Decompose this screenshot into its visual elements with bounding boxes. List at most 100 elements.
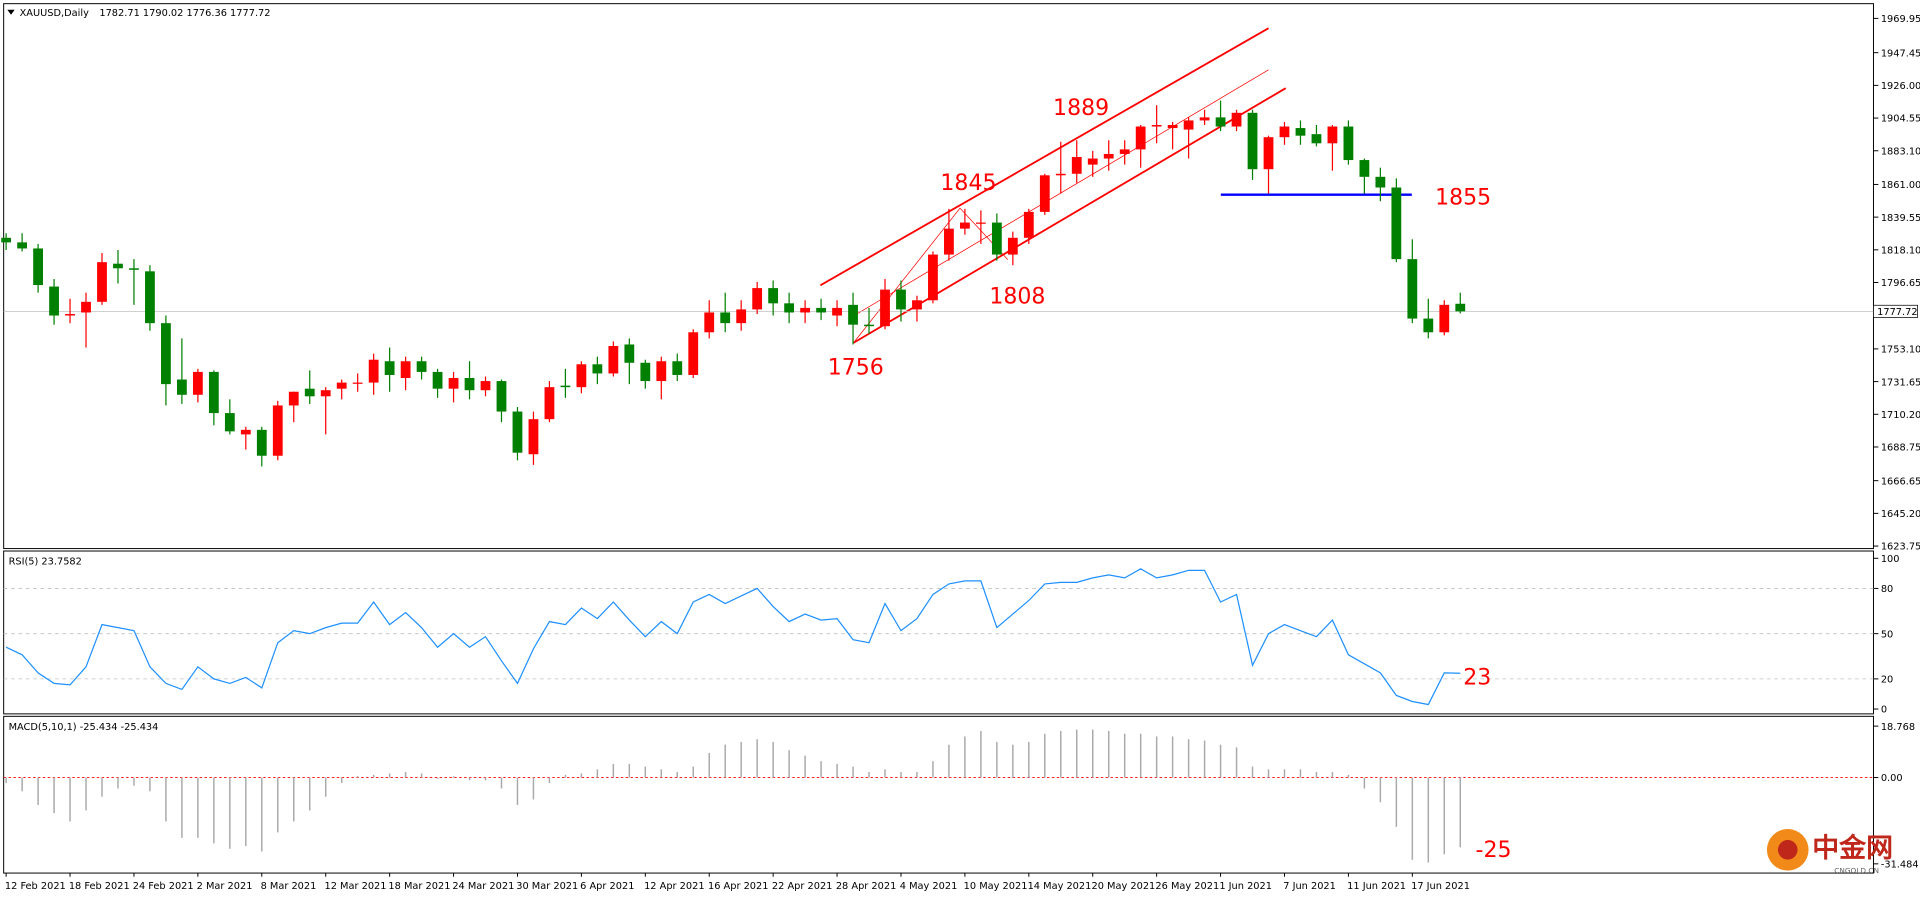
candle-body bbox=[208, 371, 219, 414]
macd-panel bbox=[3, 715, 1874, 874]
x-tick-label: 22 Apr 2021 bbox=[772, 881, 832, 892]
price-box bbox=[1873, 304, 1918, 318]
candle-body bbox=[1087, 158, 1098, 165]
candle-body bbox=[1135, 126, 1146, 150]
candle-body bbox=[1279, 126, 1290, 138]
candle-body bbox=[624, 344, 635, 363]
candle-body bbox=[1439, 304, 1450, 333]
menu-arrow bbox=[7, 9, 15, 15]
candle-body bbox=[608, 346, 619, 374]
y-tick-label: 1796.65 bbox=[1881, 278, 1920, 289]
candle-body bbox=[784, 303, 795, 313]
y-tick-label: 0 bbox=[1881, 705, 1887, 716]
open: 1782.71 bbox=[99, 8, 139, 19]
annotation: 1855 bbox=[1435, 185, 1491, 210]
rsi-panel bbox=[3, 550, 1874, 715]
y-tick-label: -31.484 bbox=[1881, 860, 1919, 871]
candle-body bbox=[768, 288, 779, 304]
candle-body bbox=[1007, 237, 1018, 255]
candle-body bbox=[161, 323, 171, 385]
candle-body bbox=[480, 381, 491, 391]
x-tick-label: 8 Mar 2021 bbox=[261, 881, 317, 892]
x-tick-label: 12 Feb 2021 bbox=[5, 881, 66, 892]
candle-body bbox=[416, 361, 427, 372]
logo-core bbox=[1777, 840, 1798, 860]
candle-body bbox=[560, 385, 571, 388]
candle-body bbox=[592, 364, 603, 374]
annotation: 1808 bbox=[989, 285, 1045, 310]
y-tick-label: 1688.75 bbox=[1881, 443, 1920, 454]
x-tick-label: 11 Jun 2021 bbox=[1347, 881, 1406, 892]
candle-body bbox=[224, 413, 235, 432]
candle-body bbox=[129, 268, 139, 270]
candle-body bbox=[65, 313, 75, 316]
annotation: 23 bbox=[1463, 665, 1491, 690]
candle-body bbox=[145, 271, 155, 324]
candle-body bbox=[656, 361, 667, 382]
macd-title: MACD(5,10,1) -25.434 -25.434 bbox=[9, 722, 159, 733]
rsi-title: RSI(5) 23.7582 bbox=[9, 556, 82, 567]
candle-body bbox=[1039, 175, 1050, 212]
candle-body bbox=[1151, 125, 1162, 127]
candle-body bbox=[688, 332, 699, 375]
candle-body bbox=[864, 324, 874, 327]
candle-body bbox=[704, 312, 715, 333]
candle-body bbox=[720, 312, 731, 324]
candle-body bbox=[528, 419, 539, 455]
y-tick-label: 0.00 bbox=[1881, 773, 1903, 784]
x-tick-label: 24 Mar 2021 bbox=[452, 881, 514, 892]
candle-body bbox=[960, 222, 970, 229]
candle-body bbox=[800, 307, 810, 313]
y-tick-label: 1969.95 bbox=[1881, 14, 1920, 25]
x-tick-label: 30 Mar 2021 bbox=[516, 881, 578, 892]
x-tick-label: 4 May 2021 bbox=[900, 881, 958, 892]
x-tick-label: 18 Feb 2021 bbox=[69, 881, 130, 892]
low: 1776.36 bbox=[186, 8, 226, 19]
candle-body bbox=[1055, 173, 1066, 176]
candle-body bbox=[368, 359, 379, 383]
candle-body bbox=[113, 263, 123, 269]
logo-site: CNGOLD.CN bbox=[1834, 866, 1879, 875]
candle-body bbox=[33, 248, 43, 286]
price-box-label: 1777.72 bbox=[1877, 307, 1917, 318]
candle-body bbox=[1375, 176, 1386, 188]
candle-body bbox=[49, 286, 59, 316]
candle-body bbox=[752, 288, 763, 310]
candle-body bbox=[672, 361, 683, 375]
annotation: 1756 bbox=[828, 356, 884, 381]
candle-body bbox=[1, 237, 12, 243]
candle-body bbox=[304, 388, 315, 397]
rsi-line bbox=[5, 568, 1461, 706]
annotation: 1889 bbox=[1053, 96, 1109, 121]
candle-body bbox=[896, 289, 906, 310]
candle-body bbox=[1327, 126, 1338, 144]
x-tick-label: 28 Apr 2021 bbox=[836, 881, 896, 892]
header: XAUUSD,Daily 1782.71 1790.02 1776.36 177… bbox=[20, 8, 271, 19]
candle-body bbox=[240, 429, 251, 435]
main-panel bbox=[3, 3, 1874, 550]
candle-body bbox=[81, 301, 91, 313]
candle-body bbox=[640, 362, 651, 382]
x-tick-label: 16 Apr 2021 bbox=[708, 881, 768, 892]
y-tick-label: 18.768 bbox=[1881, 722, 1915, 733]
candle-body bbox=[288, 391, 299, 406]
candle-body bbox=[384, 361, 395, 375]
y-tick-label: 1818.10 bbox=[1881, 246, 1920, 257]
annotation: -25 bbox=[1476, 838, 1512, 863]
x-tick-label: 7 Jun 2021 bbox=[1283, 881, 1336, 892]
candle-body bbox=[1247, 112, 1258, 170]
candle-body bbox=[816, 307, 826, 313]
candle-body bbox=[512, 411, 523, 453]
candle-body bbox=[1391, 187, 1402, 260]
logo-text: 中金网 bbox=[1812, 832, 1893, 864]
candle-body bbox=[848, 304, 858, 325]
candle-body bbox=[192, 371, 203, 395]
candle-body bbox=[17, 242, 27, 249]
channel-lower bbox=[853, 87, 1287, 344]
candle-body bbox=[1199, 117, 1210, 121]
candle-body bbox=[177, 379, 187, 395]
x-tick-label: 17 Jun 2021 bbox=[1411, 881, 1470, 892]
x-tick-label: 12 Mar 2021 bbox=[324, 881, 386, 892]
